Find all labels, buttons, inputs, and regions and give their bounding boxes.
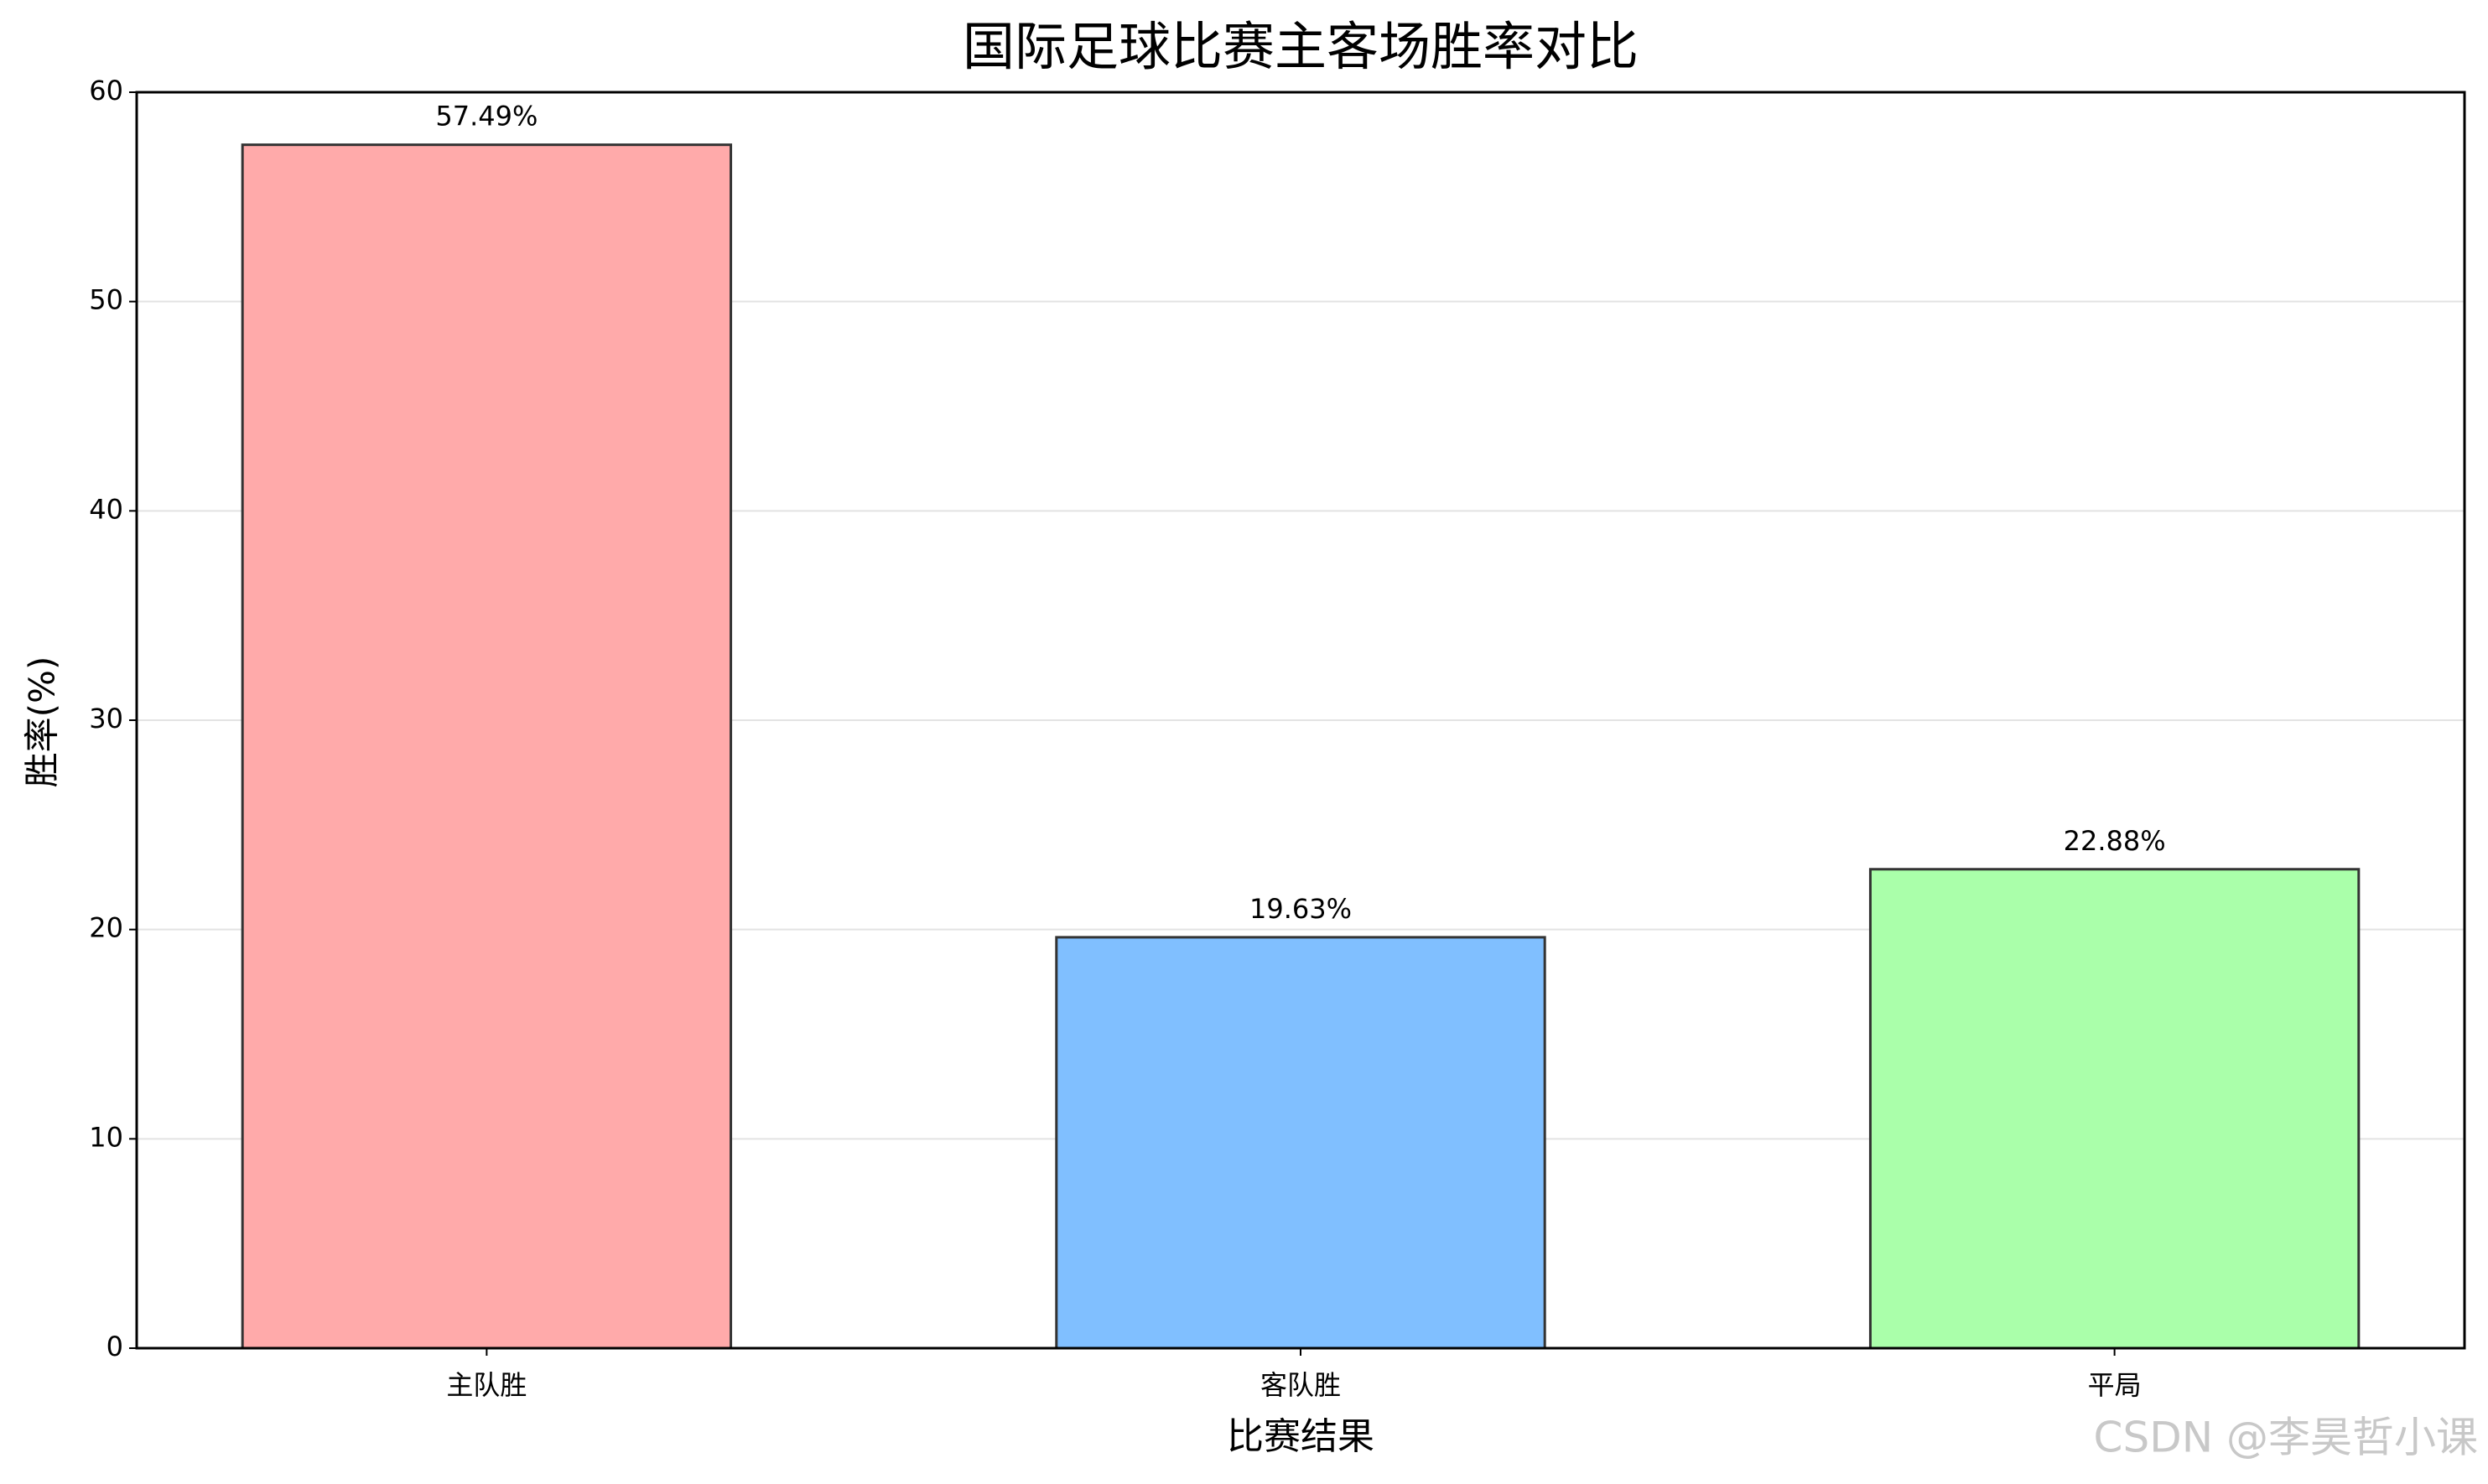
y-axis-label: 胜率(%) bbox=[22, 656, 63, 788]
y-tick-label: 50 bbox=[89, 284, 123, 316]
plot-frame bbox=[135, 91, 2466, 1350]
x-axis-label: 比赛结果 bbox=[1227, 1415, 1374, 1458]
x-tick-label: 平局 bbox=[2088, 1369, 2142, 1401]
y-tick-label: 10 bbox=[89, 1121, 123, 1153]
x-tick-label: 主队胜 bbox=[446, 1369, 527, 1401]
y-tick-label: 0 bbox=[106, 1331, 123, 1362]
value-label: 57.49% bbox=[435, 101, 538, 132]
bar bbox=[1055, 936, 1546, 1350]
chart-title: 国际足球比赛主客场胜率对比 bbox=[963, 16, 1639, 77]
bar bbox=[1868, 868, 2361, 1350]
x-tick-label: 客队胜 bbox=[1260, 1369, 1341, 1401]
watermark: CSDN @李昊哲小课 bbox=[2094, 1414, 2478, 1462]
y-tick-label: 60 bbox=[89, 75, 123, 106]
y-tick-label: 30 bbox=[89, 703, 123, 734]
y-tick-label: 20 bbox=[89, 912, 123, 944]
value-label: 22.88% bbox=[2064, 825, 2166, 857]
bar bbox=[241, 143, 733, 1350]
value-label: 19.63% bbox=[1249, 893, 1352, 925]
y-tick-label: 40 bbox=[89, 493, 123, 525]
